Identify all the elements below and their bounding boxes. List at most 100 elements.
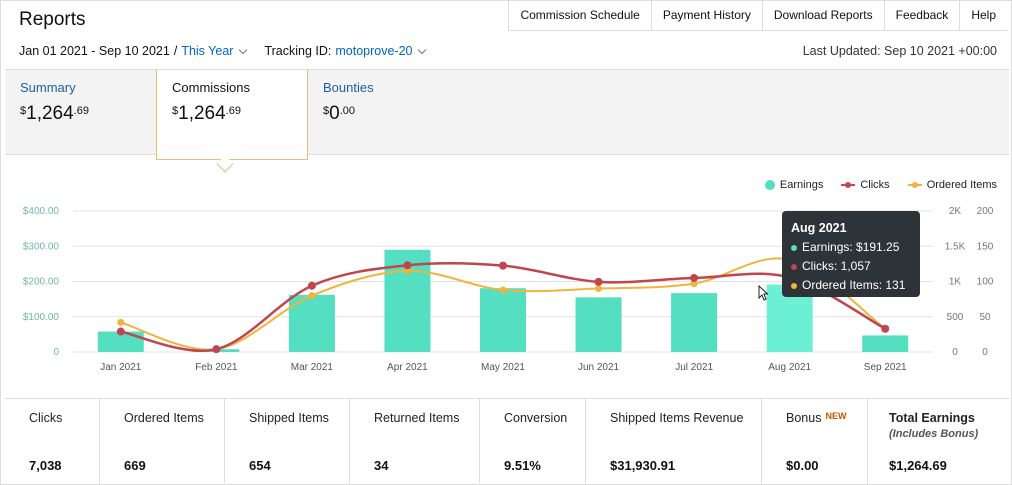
tab-bounties[interactable]: Bounties $0.00: [308, 70, 458, 156]
y-tick-label-items: 0: [982, 347, 988, 358]
period-dropdown[interactable]: This Year: [181, 44, 234, 58]
stat-bonus: Bonus NEW $0.00: [762, 399, 868, 483]
top-nav: Commission Schedule Payment History Down…: [508, 1, 1007, 31]
stat-value: 34: [374, 458, 389, 473]
stat-sub-label: (Includes Bonus): [889, 428, 979, 440]
ordered-items-line-icon: [907, 180, 922, 190]
stat-label: Returned Items: [374, 411, 460, 425]
clicks-point: [881, 324, 890, 333]
stat-label: Shipped Items Revenue: [610, 411, 744, 425]
feedback-button[interactable]: Feedback: [885, 1, 961, 30]
tab-summary[interactable]: Summary $1,264.69: [5, 70, 155, 156]
stat-label: Bonus NEW: [786, 411, 847, 425]
stat-value: 669: [124, 458, 146, 473]
chart-tooltip: Aug 2021 Earnings: $191.25 Clicks: 1,057…: [782, 211, 920, 297]
clicks-point: [403, 261, 412, 270]
y-tick-label-items: 150: [977, 241, 994, 252]
summary-tabs: Summary $1,264.69 Commissions $1,264.69 …: [5, 69, 1009, 160]
stat-value: $31,930.91: [610, 458, 676, 473]
tab-amount: $1,264.69: [172, 103, 241, 124]
earnings-bar: [480, 288, 526, 352]
legend-label: Clicks: [860, 179, 890, 191]
y-tick-label-clicks: 0: [952, 347, 958, 358]
help-button[interactable]: Help: [971, 8, 996, 22]
stat-label: Clicks: [29, 411, 63, 425]
tooltip-row-ordered-items: Ordered Items: 131: [791, 276, 911, 295]
legend-earnings[interactable]: Earnings: [764, 179, 824, 191]
commission-schedule-button[interactable]: Commission Schedule: [509, 1, 652, 30]
tooltip-row-clicks: Clicks: 1,057: [791, 257, 911, 276]
x-tick-label: Jun 2021: [578, 362, 620, 373]
x-axis: Jan 2021 Feb 2021 Mar 2021 Apr 2021 May 2021…: [100, 362, 907, 373]
x-tick-label: Jan 2021: [100, 362, 142, 373]
stat-shipped-items: Shipped Items 654: [225, 399, 350, 483]
tooltip-row-earnings: Earnings: $191.25: [791, 238, 911, 257]
tab-label: Summary: [20, 80, 76, 95]
y-axis-right: 0 500 1K 1.5K 2K 0 50 100 150 200: [945, 206, 994, 358]
payment-history-button[interactable]: Payment History: [652, 1, 763, 30]
chevron-down-icon[interactable]: [418, 45, 427, 54]
stat-conversion: Conversion 9.51%: [480, 399, 586, 483]
chevron-down-icon[interactable]: [239, 45, 248, 54]
stat-value: $0.00: [786, 458, 819, 473]
tracking-id-dropdown[interactable]: motoprove-20: [335, 44, 413, 58]
x-tick-label: Jul 2021: [675, 362, 713, 373]
stat-clicks: Clicks 7,038: [5, 399, 100, 483]
ordered-items-point: [403, 267, 411, 275]
legend-ordered-items[interactable]: Ordered Items: [907, 179, 997, 191]
clicks-point: [307, 281, 316, 290]
clicks-line-icon: [841, 180, 856, 190]
y-tick-label-clicks: 2K: [949, 206, 962, 217]
stat-value: 7,038: [29, 458, 62, 473]
clicks-point: [690, 273, 699, 282]
y-tick-label-items: 50: [979, 312, 991, 323]
y-tick-label-left: 0: [53, 347, 59, 358]
stat-shipped-revenue: Shipped Items Revenue $31,930.91: [586, 399, 762, 483]
stat-returned-items: Returned Items 34: [350, 399, 480, 483]
tab-commissions[interactable]: Commissions $1,264.69: [156, 70, 308, 160]
earnings-bar: [862, 335, 909, 352]
ordered-items-point: [117, 318, 125, 326]
tab-amount: $1,264.69: [20, 103, 89, 124]
stats-bar: Clicks 7,038 Ordered Items 669 Shipped I…: [5, 398, 1009, 483]
clicks-point: [116, 327, 125, 336]
y-tick-label-left: $400.00: [23, 206, 60, 217]
stat-label: Ordered Items: [124, 411, 204, 425]
chart-legend: Earnings Clicks Ordered Items: [764, 179, 997, 191]
tab-label: Commissions: [172, 80, 251, 95]
stat-label: Total Earnings: [889, 411, 975, 425]
y-tick-label-items: 200: [977, 206, 994, 217]
y-tick-label-items: 100: [977, 277, 994, 288]
clicks-point: [594, 277, 603, 286]
stat-total-earnings: Total Earnings (Includes Bonus) $1,264.6…: [868, 399, 1009, 483]
clicks-point: [212, 345, 221, 354]
y-tick-label-left: $300.00: [23, 241, 60, 252]
legend-label: Earnings: [779, 179, 824, 191]
stat-label: Conversion: [504, 411, 568, 425]
legend-clicks[interactable]: Clicks: [841, 179, 890, 191]
y-tick-label-clicks: 500: [947, 312, 964, 323]
y-tick-label-clicks: 1.5K: [945, 241, 966, 252]
stat-value: 654: [249, 458, 271, 473]
earnings-bar: [97, 331, 144, 352]
ordered-items-dot-icon: [791, 282, 797, 289]
tab-amount: $0.00: [323, 103, 355, 124]
download-reports-button[interactable]: Download Reports: [763, 1, 885, 30]
x-tick-label: Aug 2021: [768, 362, 811, 373]
ordered-items-point: [690, 280, 698, 288]
date-separator: /: [173, 44, 178, 58]
x-tick-label: Feb 2021: [195, 362, 238, 373]
stat-ordered-items: Ordered Items 669: [100, 399, 225, 483]
y-tick-label-left: $100.00: [23, 312, 60, 323]
new-badge: NEW: [825, 411, 847, 421]
x-tick-label: Mar 2021: [291, 362, 334, 373]
stat-value: 9.51%: [504, 458, 541, 473]
report-filters: Jan 01 2021 - Sep 10 2021 / This Year Tr…: [19, 44, 431, 58]
stat-value: $1,264.69: [889, 458, 947, 473]
clicks-point: [499, 261, 507, 270]
y-tick-label-left: $200.00: [23, 277, 60, 288]
x-tick-label: May 2021: [481, 362, 525, 373]
x-tick-label: Apr 2021: [387, 362, 428, 373]
date-range: Jan 01 2021 - Sep 10 2021: [19, 44, 170, 58]
